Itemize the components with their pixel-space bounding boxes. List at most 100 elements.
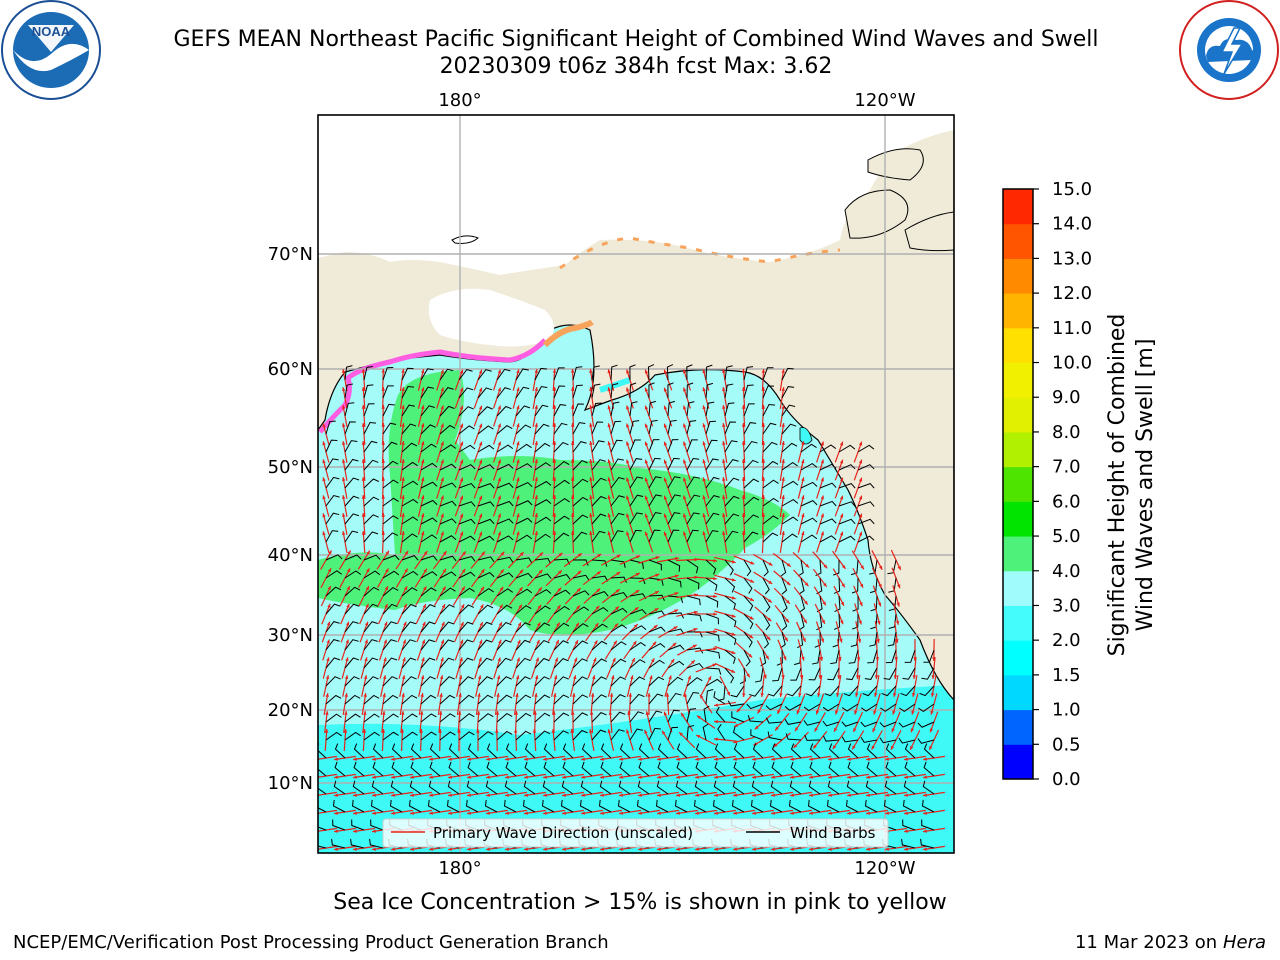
wind-barb bbox=[712, 799, 726, 813]
wave-arrow-head bbox=[702, 495, 706, 500]
wind-barb bbox=[372, 743, 384, 759]
wave-arrow-head bbox=[607, 495, 611, 500]
wave-arrow-head bbox=[795, 727, 799, 732]
wind-barb bbox=[477, 731, 494, 741]
wave-arrow-head bbox=[562, 757, 566, 761]
wind-barb bbox=[686, 401, 695, 417]
wind-barb bbox=[819, 482, 837, 489]
wave-arrow-head bbox=[341, 531, 346, 536]
wave-arrow-head bbox=[847, 793, 851, 797]
wave-arrow-head bbox=[612, 657, 616, 662]
wave-arrow-head bbox=[828, 793, 832, 797]
wave-arrow-head bbox=[440, 441, 444, 446]
wave-arrow-head bbox=[877, 602, 882, 607]
wave-arrow-head bbox=[696, 734, 701, 739]
wave-arrow-head bbox=[581, 793, 585, 797]
wave-arrow-head bbox=[341, 441, 346, 446]
wind-barb bbox=[686, 647, 704, 654]
wave-arrow-head bbox=[322, 495, 326, 500]
wave-arrow-head bbox=[828, 757, 832, 761]
wind-barb bbox=[629, 529, 642, 543]
wave-arrow-head bbox=[401, 675, 406, 680]
wave-arrow-head bbox=[589, 459, 593, 463]
wave-arrow-head bbox=[497, 441, 501, 446]
wind-barb bbox=[733, 761, 745, 777]
wave-arrow-head bbox=[765, 655, 769, 660]
wind-barb bbox=[363, 514, 379, 525]
wave-arrow-head bbox=[570, 513, 575, 517]
wave-arrow-head bbox=[477, 675, 482, 680]
wave-arrow-head bbox=[695, 793, 699, 797]
wind-barb bbox=[477, 587, 494, 597]
wind-barb bbox=[819, 535, 837, 543]
wind-barb bbox=[382, 367, 394, 381]
wave-arrow-head bbox=[663, 711, 668, 716]
wave-arrow-head bbox=[594, 623, 599, 628]
wave-arrow-head bbox=[912, 675, 917, 679]
wave-arrow-head bbox=[820, 441, 824, 446]
wave-arrow-head bbox=[562, 847, 566, 851]
wind-barb bbox=[851, 577, 859, 594]
wave-arrow-head bbox=[534, 459, 538, 464]
wave-arrow-head bbox=[496, 693, 500, 697]
wind-barb bbox=[363, 384, 374, 399]
wind-barb bbox=[467, 761, 479, 777]
wind-barb bbox=[420, 731, 437, 741]
wind-barb bbox=[524, 743, 536, 759]
wave-arrow-head bbox=[741, 405, 746, 409]
wave-arrow-head bbox=[461, 586, 465, 591]
wave-arrow-head bbox=[496, 675, 501, 680]
wind-barb bbox=[363, 657, 379, 669]
wind-barb bbox=[591, 421, 604, 435]
wind-barb bbox=[477, 535, 495, 543]
wind-barb bbox=[477, 518, 495, 525]
wave-arrow-head bbox=[634, 607, 639, 611]
wave-arrow-head bbox=[353, 847, 357, 851]
wave-arrow-head bbox=[552, 459, 557, 463]
wave-arrow-head bbox=[442, 568, 447, 573]
wave-arrow-head bbox=[401, 369, 405, 373]
colorbar-segment bbox=[1003, 605, 1033, 641]
wind-barb bbox=[648, 626, 666, 633]
wave-arrow-head bbox=[761, 513, 766, 517]
wave-arrow-head bbox=[893, 675, 898, 679]
wave-arrow-head bbox=[516, 369, 520, 374]
wind-barb bbox=[834, 595, 841, 613]
wind-barb bbox=[496, 387, 511, 399]
wind-barb bbox=[477, 713, 494, 723]
wave-arrow-head bbox=[712, 663, 717, 667]
wind-barb bbox=[382, 639, 397, 651]
wind-barb bbox=[534, 462, 551, 471]
wind-barb bbox=[496, 657, 512, 669]
wind-barb bbox=[420, 621, 436, 633]
wave-arrow-head bbox=[401, 531, 405, 535]
wave-arrow-head bbox=[785, 618, 789, 623]
wind-barb bbox=[822, 720, 840, 727]
wind-barb bbox=[781, 595, 788, 613]
wind-barb bbox=[714, 761, 726, 777]
wind-barb bbox=[382, 441, 398, 453]
wave-arrow-head bbox=[702, 423, 706, 428]
wind-barb bbox=[401, 367, 414, 381]
wind-barb bbox=[803, 720, 821, 726]
wave-arrow-head bbox=[334, 829, 338, 833]
wind-barb bbox=[553, 640, 569, 651]
wave-arrow-head bbox=[366, 550, 370, 555]
wind-barb bbox=[553, 385, 566, 399]
wave-arrow-head bbox=[857, 638, 862, 643]
wind-barb bbox=[743, 514, 759, 525]
wind-barb bbox=[629, 728, 644, 741]
wave-arrow-head bbox=[630, 675, 634, 680]
wind-barb bbox=[754, 667, 764, 683]
wave-arrow-head bbox=[325, 693, 329, 697]
wave-arrow-head bbox=[676, 757, 680, 761]
wave-arrow-head bbox=[486, 775, 490, 779]
wave-arrow-head bbox=[458, 675, 463, 680]
wind-barb bbox=[458, 387, 474, 399]
wave-arrow-head bbox=[596, 588, 601, 593]
wind-barb bbox=[572, 574, 590, 581]
wave-arrow-head bbox=[930, 710, 934, 715]
wind-barb bbox=[686, 559, 699, 574]
wave-arrow-head bbox=[771, 847, 775, 851]
wave-arrow-head bbox=[837, 675, 841, 679]
